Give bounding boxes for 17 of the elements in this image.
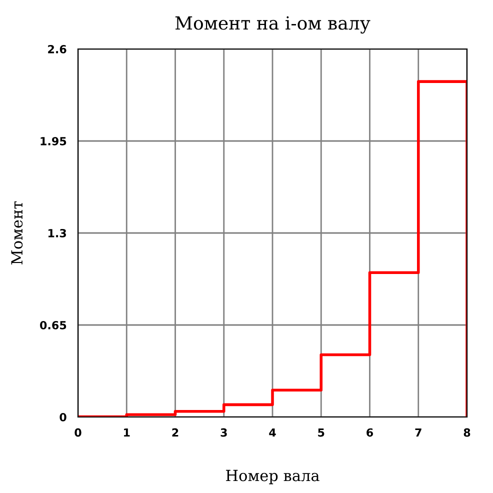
y-tick-label: 1.95 [40,136,66,146]
x-tick-label: 6 [366,428,374,437]
x-tick-label: 3 [220,428,227,437]
y-tick-label: 2.6 [48,44,66,54]
x-tick-label: 1 [124,428,130,437]
x-tick-label: 7 [415,428,422,437]
x-tick-label: 2 [172,428,178,437]
y-tick-label: 0.65 [40,320,66,330]
y-tick-label: 1.3 [48,228,66,238]
chart-title: Момент на i-ом валу [175,16,370,34]
x-axis-title: Номер вала [226,470,320,484]
x-tick-label: 4 [269,428,276,437]
x-tick-label: 0 [74,428,82,437]
y-tick-label: 0 [60,412,66,422]
y-axis-title: Момент [11,201,23,264]
x-tick-label: 5 [318,428,324,437]
x-tick-label: 8 [464,428,470,437]
